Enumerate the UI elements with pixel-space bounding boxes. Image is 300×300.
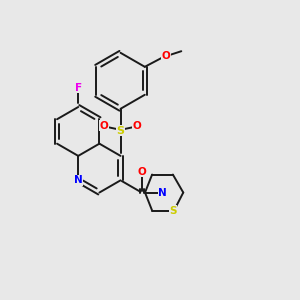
Text: O: O — [132, 121, 141, 130]
Text: F: F — [75, 83, 82, 93]
Text: N: N — [74, 175, 82, 185]
Text: O: O — [162, 51, 170, 61]
Text: O: O — [137, 167, 146, 177]
Text: S: S — [117, 126, 124, 136]
Text: O: O — [100, 121, 109, 130]
Text: S: S — [169, 206, 177, 215]
Text: N: N — [158, 188, 167, 197]
